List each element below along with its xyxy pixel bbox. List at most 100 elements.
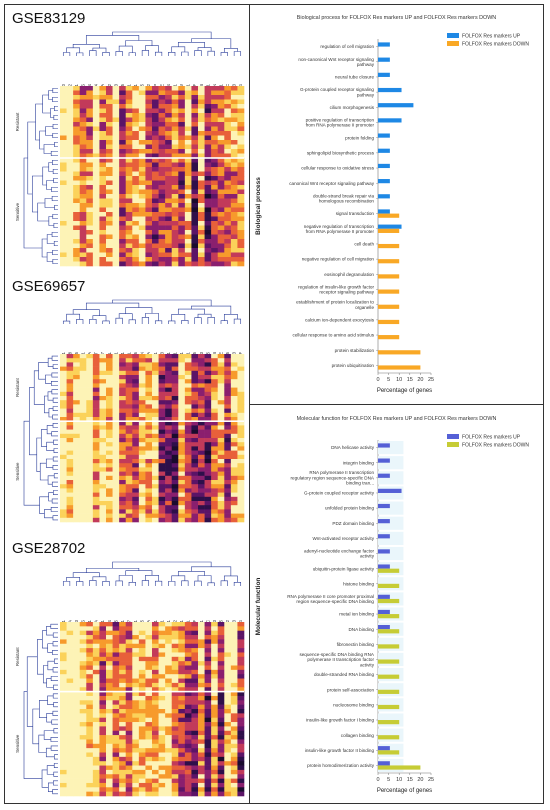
x-tick-label: 15 xyxy=(407,777,413,783)
bar xyxy=(378,761,390,766)
heatmap-cells xyxy=(60,622,245,797)
bar xyxy=(378,365,421,370)
row-dendrogram xyxy=(23,87,58,265)
bar xyxy=(378,549,390,554)
category-label: sequence-specific DNA binding RNA polymer… xyxy=(299,652,374,667)
category-label: establishment of protein localization to… xyxy=(296,300,374,310)
bar xyxy=(378,564,390,569)
heatmap-panel-2: GSE69657 LAMP1RNF168NUP85LAMC1RRAGAUXTBM… xyxy=(8,276,248,526)
category-label: protein self-association xyxy=(327,687,374,692)
row-shading xyxy=(378,486,404,500)
category-label: sphingolipid biosynthetic process xyxy=(307,150,375,155)
category-label: adenyl-nucleotide exchange factor activit… xyxy=(304,549,375,559)
legend-swatch xyxy=(447,434,459,439)
bar xyxy=(378,568,400,573)
bar xyxy=(378,609,390,615)
bar xyxy=(378,224,402,229)
group-separator xyxy=(60,157,244,159)
group-label-sensitive: Sensitive xyxy=(15,202,20,221)
category-label: negative regulation of transcription from… xyxy=(304,224,375,234)
bar xyxy=(378,659,400,664)
bar xyxy=(378,42,390,47)
y-axis-label: Biological process xyxy=(255,177,262,235)
bar xyxy=(378,614,400,619)
column-dendrogram xyxy=(62,299,242,324)
heatmap-cells xyxy=(60,354,245,523)
category-label: cellular response to oxidative stress xyxy=(301,166,374,171)
category-label: G-protein coupled receptor signaling path… xyxy=(300,87,375,97)
x-axis-label: Percentage of genes xyxy=(377,388,432,394)
category-label: signal transduction xyxy=(336,211,375,216)
row-dendrogram xyxy=(23,623,58,795)
bar xyxy=(378,228,400,233)
bar xyxy=(378,163,390,169)
group-separator xyxy=(60,690,244,693)
bar xyxy=(378,765,421,770)
heatmap-title: GSE28702 xyxy=(12,540,86,557)
bar xyxy=(378,534,390,539)
category-label: negative regulation of cell migration xyxy=(302,257,375,262)
group-label-sensitive: Sensitive xyxy=(15,734,20,753)
category-label: nucleosome binding xyxy=(333,702,374,707)
category-label: protein ubiquitination xyxy=(332,363,375,368)
x-axis-label: Percentage of genes xyxy=(377,788,432,794)
category-label: insulin-like growth factor I binding xyxy=(306,718,374,723)
bar xyxy=(378,458,390,463)
bar xyxy=(378,704,400,710)
row-shading xyxy=(378,652,404,667)
bar xyxy=(378,625,390,630)
category-label: Wnt-activated receptor activity xyxy=(312,536,374,541)
legend-label: FOLFOX Res markers DOWN xyxy=(462,443,529,449)
category-label: double-strand break repair via homologous… xyxy=(313,193,374,203)
category-label: regulation of cell migration xyxy=(320,44,374,49)
x-tick-label: 10 xyxy=(396,777,402,783)
bar xyxy=(378,194,390,199)
bar xyxy=(378,179,390,184)
legend-item: FOLFOX Res markers DOWN xyxy=(447,41,529,48)
bar xyxy=(378,148,390,153)
category-label: PDZ domain binding xyxy=(332,521,374,526)
heatmap-panel-1: GSE83129 PSMB10NAV2KLRG1LEDSKCNE4SOX4WNT… xyxy=(8,8,248,270)
bar xyxy=(378,350,421,355)
category-label: metal ion binding xyxy=(339,612,374,617)
category-label: double-stranded RNA binding xyxy=(314,672,374,677)
x-tick-label: 15 xyxy=(407,377,413,383)
bar xyxy=(378,103,414,108)
y-axis-label: Molecular function xyxy=(255,578,262,636)
column-dendrogram xyxy=(62,31,242,56)
bar xyxy=(378,689,400,694)
bar xyxy=(378,118,402,123)
category-label: protein stabilization xyxy=(335,348,375,353)
row-shading xyxy=(378,471,404,485)
heatmap-cells xyxy=(60,86,245,267)
row-shading xyxy=(378,668,404,682)
bp-bar-chart: Biological process for FOLFOX Res marker… xyxy=(255,15,529,394)
heatmap-2-svg: LAMP1RNF168NUP85LAMC1RRAGAUXTBMP7NPRLSOR… xyxy=(15,299,245,523)
category-label: protein homodimerization activity xyxy=(307,763,375,768)
bar xyxy=(378,735,400,740)
legend-label: FOLFOX Res markers UP xyxy=(462,435,521,441)
bar xyxy=(378,304,400,309)
category-label: RNA polymerase II core promoter proximal… xyxy=(287,594,374,604)
heatmap-panel-3: GSE28702 SFRP1EIF2ASNX3LEDSKLRG1RRAGALAM… xyxy=(8,538,248,800)
bar xyxy=(378,750,400,755)
category-label: ubiquitin-protein ligase activity xyxy=(313,566,375,571)
row-shading xyxy=(378,637,404,651)
category-label: cilium morphogenesis xyxy=(330,105,375,110)
bar xyxy=(378,488,402,493)
bar xyxy=(378,443,390,448)
legend-swatch xyxy=(447,33,459,38)
bar xyxy=(378,72,390,77)
category-label: RNA polymerase II transcription regulator… xyxy=(291,470,375,485)
bar xyxy=(378,473,390,478)
category-label: cell death xyxy=(354,242,374,247)
bar xyxy=(378,674,400,679)
heatmap-title: GSE83129 xyxy=(12,10,86,27)
heatmap-1-svg: PSMB10NAV2KLRG1LEDSKCNE4SOX4WNT5AABDF2RS… xyxy=(15,31,245,267)
x-tick-label: 25 xyxy=(428,777,434,783)
legend-item: FOLFOX Res markers UP xyxy=(447,434,521,441)
x-tick-label: 0 xyxy=(376,777,379,783)
bar xyxy=(378,644,400,649)
category-label: histone binding xyxy=(343,581,374,586)
bar xyxy=(378,629,400,634)
